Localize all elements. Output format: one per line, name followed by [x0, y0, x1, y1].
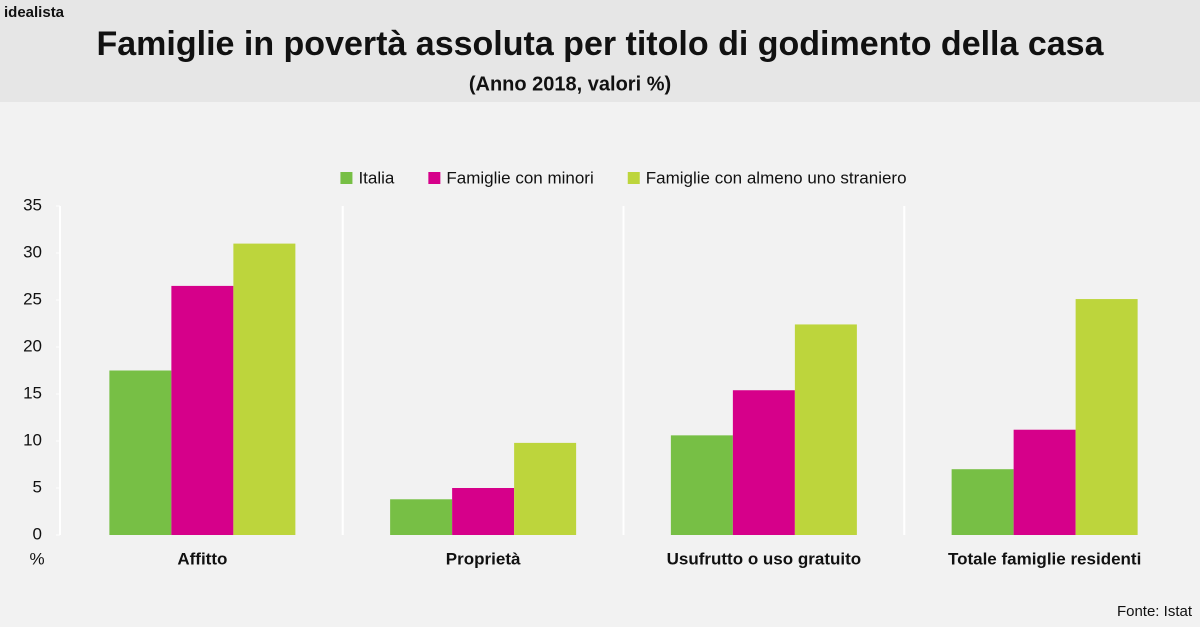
- legend-swatch: [627, 172, 640, 184]
- chart-subtitle: (Anno 2018, valori %): [469, 73, 671, 95]
- chart-title: Famiglie in povertà assoluta per titolo …: [97, 25, 1105, 63]
- bar: [1013, 429, 1076, 535]
- bar: [109, 370, 172, 535]
- bar: [514, 442, 577, 535]
- bar: [171, 285, 234, 535]
- brand: idealista: [4, 4, 65, 21]
- y-tick-label: 5: [33, 477, 42, 496]
- bar: [794, 324, 857, 535]
- x-tick-label: Proprietà: [446, 549, 521, 568]
- y-tick-label: 35: [23, 195, 42, 214]
- y-tick-label: 25: [23, 289, 42, 308]
- bar: [452, 488, 515, 535]
- bar: [670, 435, 733, 535]
- header-band: [0, 0, 1200, 102]
- bar: [951, 469, 1014, 535]
- bar: [1075, 299, 1138, 535]
- legend-label: Famiglie con minori: [446, 168, 593, 187]
- legend-label: Italia: [358, 168, 394, 187]
- y-axis-label: %: [29, 549, 44, 568]
- x-tick-label: Affitto: [177, 549, 227, 568]
- bar: [390, 499, 453, 535]
- y-tick-label: 10: [23, 430, 42, 449]
- legend-swatch: [428, 172, 441, 184]
- legend-label: Famiglie con almeno uno straniero: [646, 168, 907, 187]
- y-tick-label: 15: [23, 383, 42, 402]
- bar: [732, 390, 795, 535]
- source: Fonte: Istat: [1117, 603, 1193, 620]
- y-tick-label: 20: [23, 336, 42, 355]
- legend-swatch: [340, 172, 353, 184]
- y-tick-label: 0: [33, 524, 42, 543]
- y-tick-label: 30: [23, 242, 42, 261]
- x-tick-label: Usufrutto o uso gratuito: [667, 549, 862, 568]
- x-tick-label: Totale famiglie residenti: [948, 549, 1141, 568]
- bar: [233, 243, 296, 535]
